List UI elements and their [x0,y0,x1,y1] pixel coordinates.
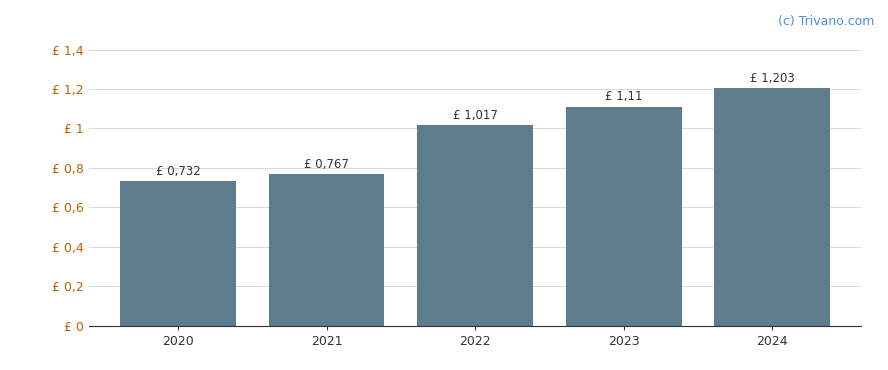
Text: £ 1,017: £ 1,017 [453,108,497,121]
Text: £ 1,203: £ 1,203 [749,72,795,85]
Bar [566,107,682,326]
Bar [714,88,830,326]
Text: £ 1,11: £ 1,11 [605,90,642,103]
Text: £ 0,732: £ 0,732 [155,165,201,178]
Bar [417,125,533,326]
Text: (c) Trivano.com: (c) Trivano.com [778,15,875,28]
Bar [268,174,385,326]
Text: £ 0,767: £ 0,767 [304,158,349,171]
Bar [120,181,236,326]
